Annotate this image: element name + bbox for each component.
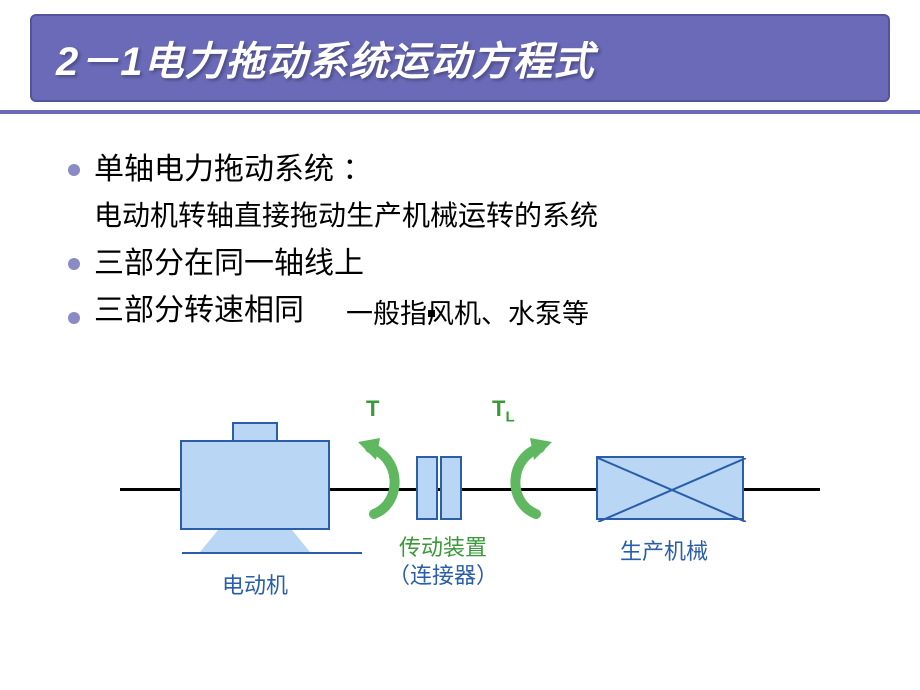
bullet-1: 单轴电力拖动系统 ： — [68, 150, 880, 191]
slide-title: 2－1电力拖动系统运动方程式 — [56, 29, 595, 87]
torque-arrow-tl-icon — [498, 436, 558, 526]
bullet-2: 三部分在同一轴线上 — [68, 244, 880, 285]
load-cross-icon — [598, 458, 746, 522]
bullet-3-text: 三部分转速相同 — [94, 291, 304, 332]
bullet-dot-icon — [68, 164, 80, 176]
system-diagram: T TL 电动机 传动装置 （连接器） 生产机械 — [120, 400, 840, 650]
motor-base — [200, 530, 310, 552]
bullet-3-note: 一般指风机、水泵等 — [346, 292, 589, 331]
content-area: 单轴电力拖动系统 ： 电动机转轴直接拖动生产机械运转的系统 三部分在同一轴线上 … — [68, 150, 880, 337]
torque-tl-label: TL — [492, 396, 515, 425]
load-box — [596, 456, 744, 520]
title-underline — [0, 110, 920, 114]
title-bar: 2－1电力拖动系统运动方程式 — [30, 14, 890, 102]
coupling-label-line2: （连接器） — [388, 563, 498, 588]
torque-arrow-t-icon — [352, 436, 412, 526]
coupling-label-line1: 传动装置 — [399, 535, 487, 560]
torque-tl-base: T — [492, 396, 505, 421]
bullet-dot-icon — [68, 258, 80, 270]
motor-label: 电动机 — [222, 568, 288, 600]
bullet-3: 三部分转速相同 一般指风机、水泵等 — [68, 291, 880, 332]
motor-terminal — [232, 422, 278, 440]
torque-t-label: T — [366, 396, 379, 422]
center-marker — [428, 310, 435, 317]
bullet-1-subtext: 电动机转轴直接拖动生产机械运转的系统 — [94, 197, 880, 235]
motor-baseline — [182, 552, 362, 554]
coupling-left — [416, 456, 438, 520]
load-label: 生产机械 — [620, 534, 708, 566]
coupling-label: 传动装置 （连接器） — [388, 534, 498, 589]
bullet-1-text: 单轴电力拖动系统 ： — [94, 150, 372, 191]
bullet-dot-icon — [68, 312, 80, 324]
torque-tl-sub: L — [505, 408, 514, 425]
bullet-2-text: 三部分在同一轴线上 — [94, 244, 364, 285]
coupling-right — [440, 456, 462, 520]
slide: 2－1电力拖动系统运动方程式 单轴电力拖动系统 ： 电动机转轴直接拖动生产机械运… — [0, 0, 920, 690]
motor-body — [180, 440, 330, 530]
